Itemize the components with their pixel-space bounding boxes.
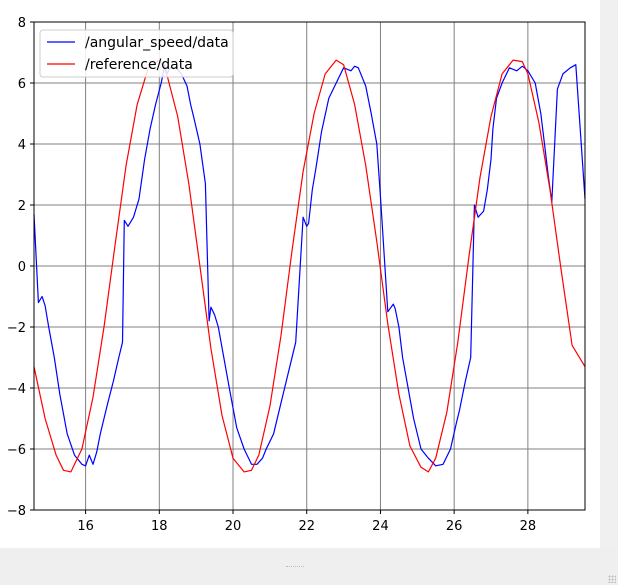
legend-label-reference: /reference/data: [85, 57, 193, 73]
status-bar: [0, 548, 618, 585]
series-layer: [33, 59, 586, 473]
y-tick-label: 8: [18, 16, 26, 31]
x-tick-label: 26: [446, 519, 463, 534]
x-tick-label: 20: [225, 519, 242, 534]
resize-grip[interactable]: [608, 575, 616, 583]
y-tick-label: 6: [18, 77, 26, 92]
x-tick-label: 22: [298, 519, 315, 534]
x-tick-label: 16: [77, 519, 94, 534]
legend-frame: [39, 29, 234, 78]
y-tick-label: 4: [18, 138, 26, 153]
series-line-reference: [33, 59, 586, 473]
x-tick-label: 28: [520, 519, 537, 534]
figure-canvas: 16 18 20 22 24 26 28 −8 −6 −4 −2 0 2 4 6 8 /angular_spe…: [0, 0, 600, 548]
splitter-handle[interactable]: [286, 566, 304, 570]
y-tick-label: 0: [18, 260, 26, 275]
y-tick-label: −8: [7, 504, 26, 519]
y-tick-label: −4: [7, 382, 26, 397]
y-tick-label: 2: [18, 199, 26, 214]
series-line-angular-speed: [33, 64, 586, 467]
x-tick-label: 24: [372, 519, 389, 534]
legend: /angular_speed/data /reference/data: [39, 29, 234, 78]
y-tick-label: −2: [7, 321, 26, 336]
y-tick-label: −6: [7, 443, 26, 458]
x-tick-label: 18: [151, 519, 168, 534]
legend-label-angular-speed: /angular_speed/data: [85, 35, 229, 51]
